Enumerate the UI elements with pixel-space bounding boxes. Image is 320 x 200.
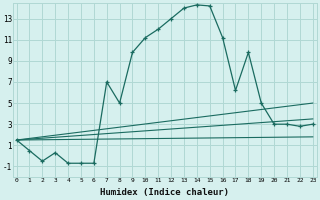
X-axis label: Humidex (Indice chaleur): Humidex (Indice chaleur) bbox=[100, 188, 229, 197]
